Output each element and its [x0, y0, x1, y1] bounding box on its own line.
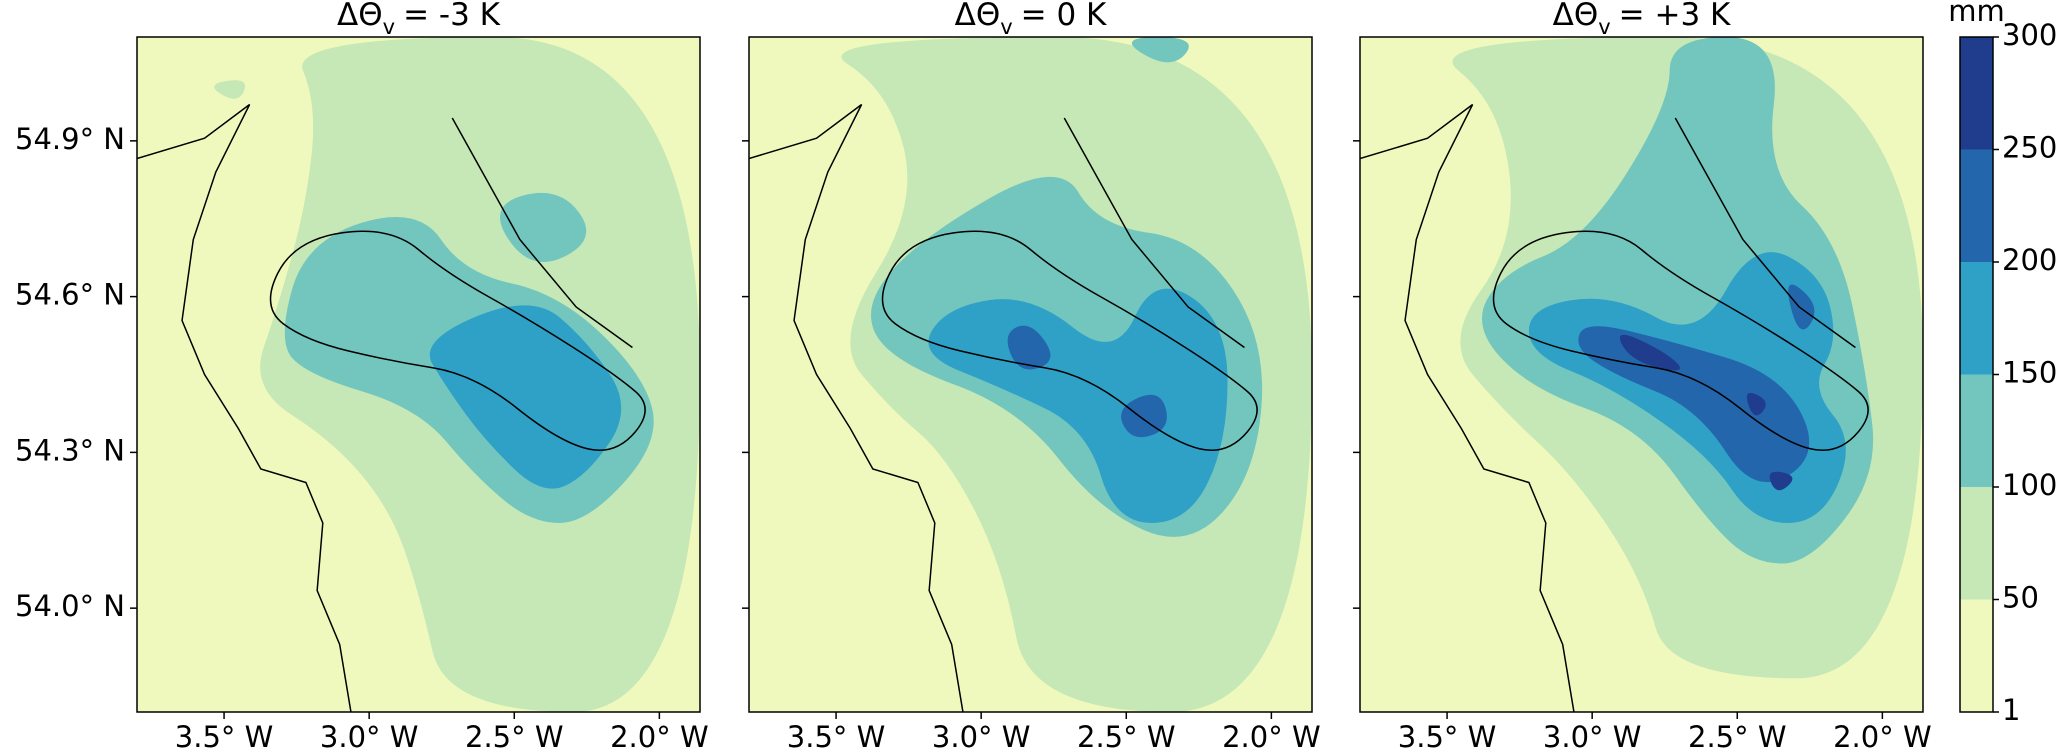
panel-title: ΔΘv = 0 K: [955, 0, 1107, 39]
precip-contour: [1578, 326, 1810, 483]
panel-frame: [136, 36, 701, 713]
coastline: [1360, 103, 1575, 712]
x-tick-label: 3.0° W: [932, 720, 1031, 750]
precip-contour: [1788, 284, 1815, 330]
coastline: [1063, 117, 1245, 349]
panel-frame: [748, 36, 1313, 713]
title-rest: = +3 K: [1619, 0, 1731, 33]
x-tick-label: 2.5° W: [465, 720, 564, 750]
y-tick-label: 54.9° N: [15, 122, 125, 156]
x-tick-label: 2.0° W: [610, 720, 709, 750]
coastline: [451, 117, 633, 349]
x-tick-label: 2.0° W: [1833, 720, 1932, 750]
x-tick-label: 3.0° W: [320, 720, 419, 750]
x-tick-label: 2.0° W: [1222, 720, 1321, 750]
title-symbol: ΔΘ: [1553, 0, 1599, 33]
precip-contour: [1131, 37, 1189, 63]
precip-contour: [928, 288, 1228, 523]
panel-title: ΔΘv = -3 K: [337, 0, 501, 39]
title-rest: = -3 K: [403, 0, 501, 33]
title-subscript: v: [1000, 15, 1012, 39]
colorbar-segment: [1960, 599, 1993, 712]
x-tick-label: 2.5° W: [1688, 720, 1787, 750]
panel-title: ΔΘv = +3 K: [1553, 0, 1731, 39]
colorbar-tick-label: 100: [2002, 468, 2057, 502]
precip-contour: [214, 80, 246, 99]
precip-contour: [1007, 325, 1051, 370]
coastline: [269, 230, 646, 451]
precip-contour: [429, 305, 622, 489]
colorbar-label: mm: [1948, 0, 2005, 28]
colorbar-segment: [1960, 149, 1993, 262]
coastline: [137, 103, 352, 712]
colorbar-tick-label: 50: [2002, 581, 2039, 615]
x-tick-label: 3.5° W: [175, 720, 274, 750]
y-tick-label: 54.0° N: [15, 589, 125, 623]
title-symbol: ΔΘ: [955, 0, 1001, 33]
y-tick-label: 54.6° N: [15, 278, 125, 312]
precip-contour: [1121, 394, 1167, 438]
map-panel: [749, 37, 1312, 712]
coastline: [1492, 230, 1869, 451]
precip-contour: [1769, 471, 1793, 491]
precip-contour: [1746, 392, 1766, 416]
colorbar-tick-label: 200: [2002, 243, 2057, 277]
colorbar-segment: [1960, 37, 1993, 150]
colorbar-segment: [1960, 374, 1993, 487]
x-tick-label: 3.5° W: [787, 720, 886, 750]
map-panel: [137, 37, 700, 712]
map-panel: [1360, 37, 1923, 712]
coastline: [749, 103, 964, 712]
y-tick-label: 54.3° N: [15, 433, 125, 467]
precip-contour: [500, 192, 587, 262]
colorbar-segment: [1960, 487, 1993, 600]
title-subscript: v: [383, 15, 395, 39]
panel-frame: [1359, 36, 1924, 713]
title-subscript: v: [1598, 15, 1610, 39]
x-tick-label: 3.0° W: [1543, 720, 1642, 750]
title-symbol: ΔΘ: [337, 0, 383, 33]
x-tick-label: 3.5° W: [1398, 720, 1497, 750]
colorbar-segment: [1960, 262, 1993, 375]
colorbar-tick-label: 150: [2002, 356, 2057, 390]
coastline: [881, 230, 1258, 451]
colorbar-tick-label: 300: [2002, 18, 2057, 52]
x-tick-label: 2.5° W: [1077, 720, 1176, 750]
precip-contour: [1619, 334, 1681, 371]
coastline: [1674, 117, 1856, 349]
title-rest: = 0 K: [1021, 0, 1107, 33]
colorbar-tick-label: 1: [2002, 693, 2020, 727]
colorbar-tick-label: 250: [2002, 131, 2057, 165]
